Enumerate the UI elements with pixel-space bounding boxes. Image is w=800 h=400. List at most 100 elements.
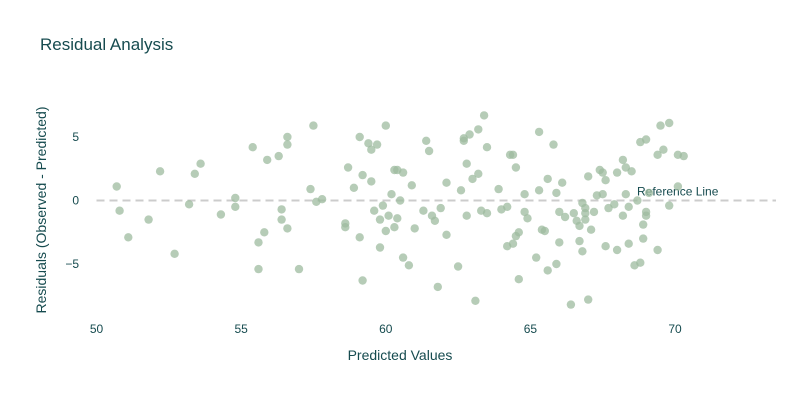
data-point bbox=[618, 211, 628, 220]
data-point bbox=[216, 210, 226, 219]
data-point bbox=[343, 163, 353, 172]
data-point bbox=[396, 196, 405, 205]
data-point bbox=[410, 224, 419, 233]
data-point bbox=[190, 169, 199, 178]
data-point bbox=[170, 249, 179, 258]
y-tick-label: −5 bbox=[65, 257, 79, 271]
data-point bbox=[430, 216, 440, 225]
data-point bbox=[144, 215, 153, 224]
data-point bbox=[679, 151, 688, 161]
data-point bbox=[367, 145, 376, 154]
data-point bbox=[277, 215, 286, 224]
data-point bbox=[375, 215, 385, 224]
data-point bbox=[584, 295, 593, 304]
data-point bbox=[624, 202, 633, 211]
data-point bbox=[387, 190, 396, 199]
data-point bbox=[355, 233, 364, 242]
x-tick-label: 70 bbox=[668, 322, 682, 336]
data-point bbox=[534, 186, 544, 195]
data-point bbox=[659, 145, 668, 154]
reference-line-label: Reference Line bbox=[637, 185, 719, 199]
data-point bbox=[260, 228, 269, 237]
data-point bbox=[184, 200, 194, 209]
data-point bbox=[196, 159, 205, 168]
data-point bbox=[520, 190, 529, 199]
data-point bbox=[569, 209, 578, 218]
data-point bbox=[465, 130, 474, 139]
data-point bbox=[612, 168, 622, 177]
data-point bbox=[566, 300, 576, 309]
data-point bbox=[468, 174, 477, 184]
data-point bbox=[381, 226, 390, 236]
data-point bbox=[624, 239, 633, 248]
data-point bbox=[274, 151, 283, 161]
data-point bbox=[372, 140, 382, 149]
data-points bbox=[112, 111, 688, 309]
data-point bbox=[641, 135, 651, 144]
data-point bbox=[341, 223, 350, 232]
data-point bbox=[456, 186, 466, 195]
data-point bbox=[540, 226, 549, 236]
data-point bbox=[283, 224, 292, 233]
data-point bbox=[523, 214, 532, 223]
data-point bbox=[155, 167, 165, 176]
data-point bbox=[404, 261, 414, 270]
data-point bbox=[306, 184, 315, 194]
y-tick-label: 5 bbox=[72, 130, 79, 144]
data-point bbox=[549, 140, 558, 149]
reference-line-layer: Reference Line bbox=[96, 185, 776, 202]
data-point bbox=[355, 132, 364, 142]
data-point bbox=[384, 211, 393, 220]
data-point bbox=[555, 207, 564, 217]
data-point bbox=[503, 202, 512, 211]
data-point bbox=[254, 264, 263, 274]
data-point bbox=[367, 177, 376, 186]
data-point bbox=[248, 143, 257, 152]
data-point bbox=[636, 258, 645, 267]
data-point bbox=[575, 236, 584, 246]
data-point bbox=[586, 225, 596, 234]
data-point bbox=[471, 296, 480, 305]
data-point bbox=[364, 139, 373, 148]
data-point bbox=[665, 118, 674, 128]
data-point bbox=[575, 221, 584, 231]
data-point bbox=[398, 168, 408, 177]
data-point bbox=[543, 174, 552, 184]
data-point bbox=[263, 155, 272, 165]
data-point bbox=[375, 243, 385, 252]
data-point bbox=[578, 247, 587, 256]
data-point bbox=[442, 178, 451, 187]
data-point bbox=[422, 136, 431, 145]
data-point bbox=[453, 262, 463, 271]
data-point bbox=[534, 127, 544, 137]
data-point bbox=[581, 209, 590, 218]
data-point bbox=[283, 132, 292, 142]
data-point bbox=[115, 206, 124, 215]
data-point bbox=[653, 150, 662, 159]
data-point bbox=[462, 159, 471, 168]
data-point bbox=[665, 201, 674, 210]
data-point bbox=[543, 266, 552, 275]
x-tick-label: 55 bbox=[234, 322, 248, 336]
data-point bbox=[618, 155, 628, 165]
data-point bbox=[598, 168, 607, 177]
data-point bbox=[633, 196, 642, 205]
data-point bbox=[514, 275, 523, 284]
data-point bbox=[112, 182, 121, 191]
data-point bbox=[474, 125, 483, 134]
data-point bbox=[514, 228, 523, 237]
x-tick-label: 60 bbox=[379, 322, 393, 336]
data-point bbox=[479, 111, 489, 120]
data-point bbox=[231, 202, 240, 211]
data-point bbox=[558, 178, 567, 187]
data-point bbox=[419, 206, 428, 215]
data-point bbox=[601, 242, 610, 251]
data-point bbox=[407, 181, 416, 190]
data-point bbox=[482, 143, 492, 152]
data-point bbox=[552, 188, 561, 198]
data-point bbox=[581, 215, 590, 224]
data-point bbox=[462, 211, 471, 220]
data-point bbox=[520, 207, 529, 217]
